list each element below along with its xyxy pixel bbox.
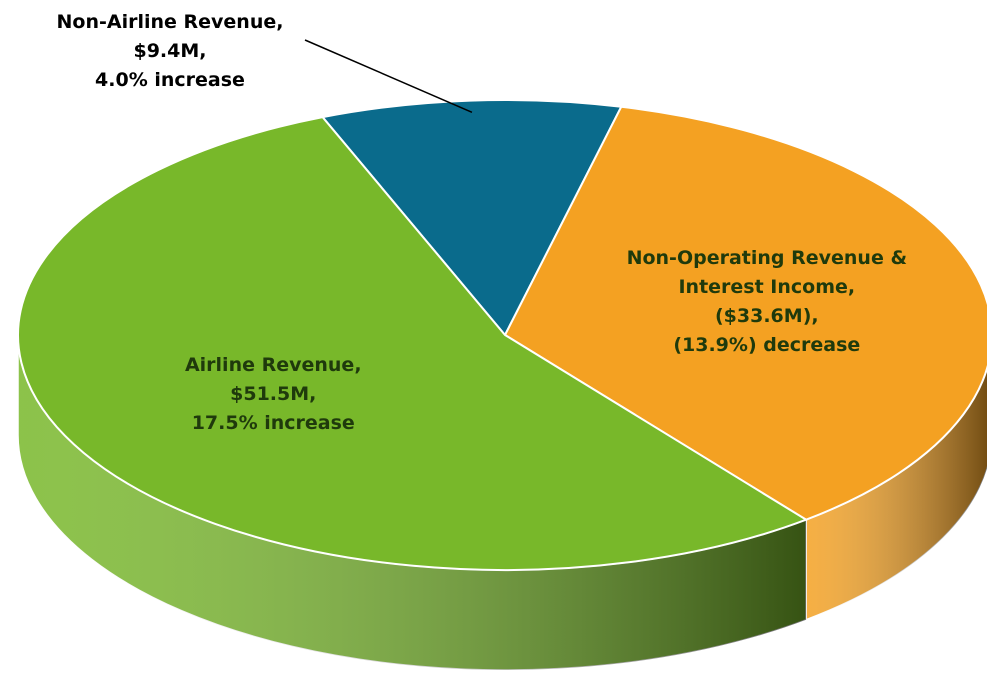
- slice-label: Non-Airline Revenue, $9.4M, 4.0% increase: [57, 11, 284, 91]
- value-label: ($33.6M),: [715, 305, 819, 327]
- value-label: $9.4M,: [133, 40, 206, 62]
- leader-line: [304, 39, 473, 114]
- pie-slice: [17, 116, 809, 571]
- slice-label: Non-Operating Revenue & Interest Income, (…: [627, 247, 907, 356]
- category-line: Interest Income,: [678, 276, 855, 298]
- change-label: 17.5% increase: [192, 412, 355, 434]
- category-line: Non-Operating Revenue &: [627, 247, 907, 269]
- change-label: 4.0% increase: [95, 69, 245, 91]
- pie-slice: [503, 105, 987, 521]
- category-line: Airline Revenue,: [185, 354, 362, 376]
- value-label: $51.5M,: [230, 383, 316, 405]
- pie-tops: [17, 99, 987, 571]
- category-line: Non-Airline Revenue,: [57, 11, 284, 33]
- slice-label: Airline Revenue, $51.5M, 17.5% increase: [185, 354, 362, 434]
- change-label: (13.9%) decrease: [673, 334, 860, 356]
- labels: Non-Airline Revenue, $9.4M, 4.0% increaseN…: [57, 11, 908, 434]
- pie-side-shade: [806, 368, 987, 620]
- pie-slice: [320, 99, 623, 337]
- pie-side-shade: [18, 335, 807, 670]
